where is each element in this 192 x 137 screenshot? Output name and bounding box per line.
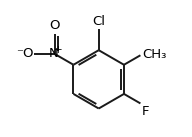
Text: ⁻O: ⁻O: [16, 47, 33, 60]
Text: Cl: Cl: [92, 15, 105, 28]
Text: F: F: [142, 105, 149, 118]
Text: +: +: [54, 45, 63, 55]
Text: N: N: [49, 47, 59, 60]
Text: O: O: [50, 19, 60, 32]
Text: CH₃: CH₃: [142, 48, 166, 61]
